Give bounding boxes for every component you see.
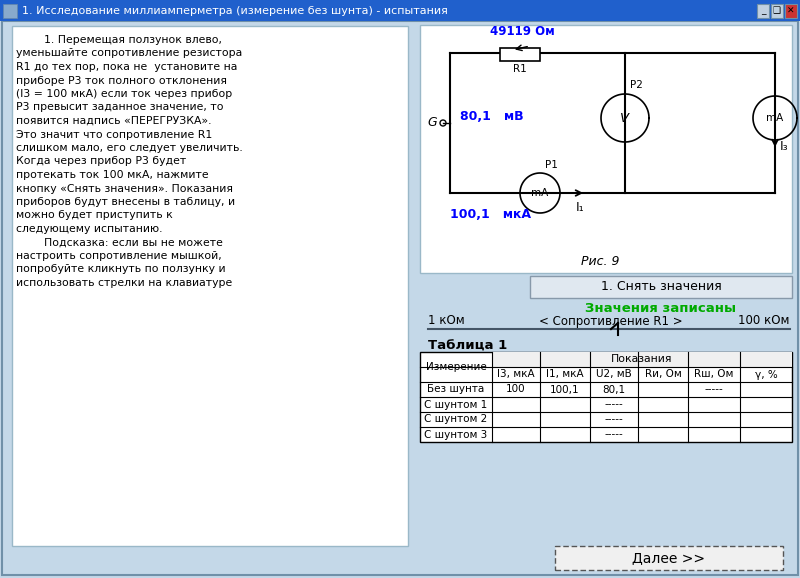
- Bar: [555, 546, 783, 570]
- Text: Когда через прибор P3 будет: Когда через прибор P3 будет: [16, 157, 186, 166]
- Text: I1, мкА: I1, мкА: [546, 369, 584, 380]
- Text: mA: mA: [766, 113, 784, 123]
- Text: Rи, Ом: Rи, Ом: [645, 369, 682, 380]
- Bar: [12, 26, 408, 546]
- Text: P3: P3: [799, 90, 800, 100]
- Text: Это значит что сопротивление R1: Это значит что сопротивление R1: [16, 129, 212, 139]
- Text: P3 превысит заданное значение, то: P3 превысит заданное значение, то: [16, 102, 223, 113]
- Text: Таблица 1: Таблица 1: [428, 340, 507, 353]
- Text: слишком мало, его следует увеличить.: слишком мало, его следует увеличить.: [16, 143, 242, 153]
- Text: -----: -----: [605, 399, 623, 409]
- Text: R1 до тех пор, пока не  установите на: R1 до тех пор, пока не установите на: [16, 62, 238, 72]
- Text: С шунтом 1: С шунтом 1: [424, 399, 488, 409]
- Bar: [500, 48, 540, 61]
- Bar: [492, 352, 792, 367]
- Text: настроить сопротивление мышкой,: настроить сопротивление мышкой,: [16, 251, 222, 261]
- Bar: [0, 0, 800, 21]
- Text: появится надпись «ПЕРЕГРУЗКА».: появится надпись «ПЕРЕГРУЗКА».: [16, 116, 211, 126]
- Text: < Сопротивление R1 >: < Сопротивление R1 >: [539, 314, 683, 328]
- Bar: [3, 4, 17, 18]
- Text: попробуйте кликнуть по ползунку и: попробуйте кликнуть по ползунку и: [16, 265, 226, 275]
- Text: P2: P2: [630, 80, 643, 90]
- Text: Рис. 9: Рис. 9: [581, 255, 619, 268]
- Text: Далее >>: Далее >>: [633, 551, 706, 565]
- Text: P1: P1: [545, 160, 558, 170]
- Text: С шунтом 2: С шунтом 2: [424, 414, 488, 424]
- Text: приборов будут внесены в таблицу, и: приборов будут внесены в таблицу, и: [16, 197, 235, 207]
- Text: _: _: [761, 6, 766, 16]
- Text: Rш, Ом: Rш, Ом: [694, 369, 734, 380]
- Text: Измерение: Измерение: [426, 362, 486, 372]
- Text: (I3 = 100 мкА) если ток через прибор: (I3 = 100 мкА) если ток через прибор: [16, 89, 232, 99]
- Text: mA: mA: [531, 188, 549, 198]
- Text: 100,1   мкА: 100,1 мкА: [450, 208, 531, 221]
- Text: 1 кОм: 1 кОм: [428, 314, 465, 328]
- Text: 1. Исследование миллиамперметра (измерение без шунта) - испытания: 1. Исследование миллиамперметра (измерен…: [22, 6, 448, 16]
- Bar: [420, 25, 792, 273]
- Bar: [420, 352, 792, 442]
- Text: 49119 Ом: 49119 Ом: [490, 25, 554, 38]
- Text: -----: -----: [605, 429, 623, 439]
- Text: протекать ток 100 мкА, нажмите: протекать ток 100 мкА, нажмите: [16, 170, 209, 180]
- Text: 100,1: 100,1: [550, 384, 580, 395]
- Text: 100 мкА: 100 мкА: [799, 77, 800, 90]
- Text: 80,1   мВ: 80,1 мВ: [460, 109, 524, 123]
- Text: G: G: [427, 117, 437, 129]
- Bar: [785, 4, 797, 18]
- Text: ✕: ✕: [787, 6, 794, 16]
- Text: Показания: Показания: [611, 354, 673, 365]
- Text: Без шунта: Без шунта: [427, 384, 485, 395]
- Text: 1. Снять значения: 1. Снять значения: [601, 280, 722, 294]
- Text: С шунтом 3: С шунтом 3: [424, 429, 488, 439]
- Text: 80,1: 80,1: [602, 384, 626, 395]
- Text: I₁: I₁: [576, 201, 584, 214]
- Text: кнопку «Снять значения». Показания: кнопку «Снять значения». Показания: [16, 183, 233, 194]
- Text: U2, мВ: U2, мВ: [596, 369, 632, 380]
- Text: V: V: [621, 112, 630, 124]
- Text: Значения записаны: Значения записаны: [586, 302, 737, 314]
- Text: -----: -----: [705, 384, 723, 395]
- Bar: [757, 4, 769, 18]
- Text: Подсказка: если вы не можете: Подсказка: если вы не можете: [16, 238, 223, 247]
- Text: I3, мкА: I3, мкА: [497, 369, 535, 380]
- Text: 1. Перемещая ползунок влево,: 1. Перемещая ползунок влево,: [16, 35, 222, 45]
- Text: приборе P3 ток полного отклонения: приборе P3 ток полного отклонения: [16, 76, 227, 86]
- Text: -----: -----: [605, 414, 623, 424]
- Text: I₃: I₃: [780, 139, 789, 153]
- Bar: [771, 4, 783, 18]
- Text: γ, %: γ, %: [754, 369, 778, 380]
- Text: уменьшайте сопротивление резистора: уменьшайте сопротивление резистора: [16, 49, 242, 58]
- Text: R1: R1: [513, 64, 527, 74]
- Text: следующему испытанию.: следующему испытанию.: [16, 224, 162, 234]
- Text: 100 кОм: 100 кОм: [738, 314, 790, 328]
- Bar: [530, 276, 792, 298]
- Text: 100: 100: [506, 384, 526, 395]
- Text: ❑: ❑: [773, 6, 781, 16]
- Text: использовать стрелки на клавиатуре: использовать стрелки на клавиатуре: [16, 278, 232, 288]
- Text: можно будет приступить к: можно будет приступить к: [16, 210, 173, 220]
